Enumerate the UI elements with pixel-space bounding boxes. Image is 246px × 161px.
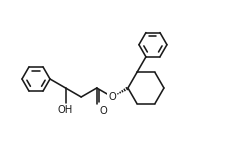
Text: OH: OH [58, 105, 73, 115]
Text: O: O [108, 92, 116, 102]
Text: O: O [99, 106, 107, 116]
